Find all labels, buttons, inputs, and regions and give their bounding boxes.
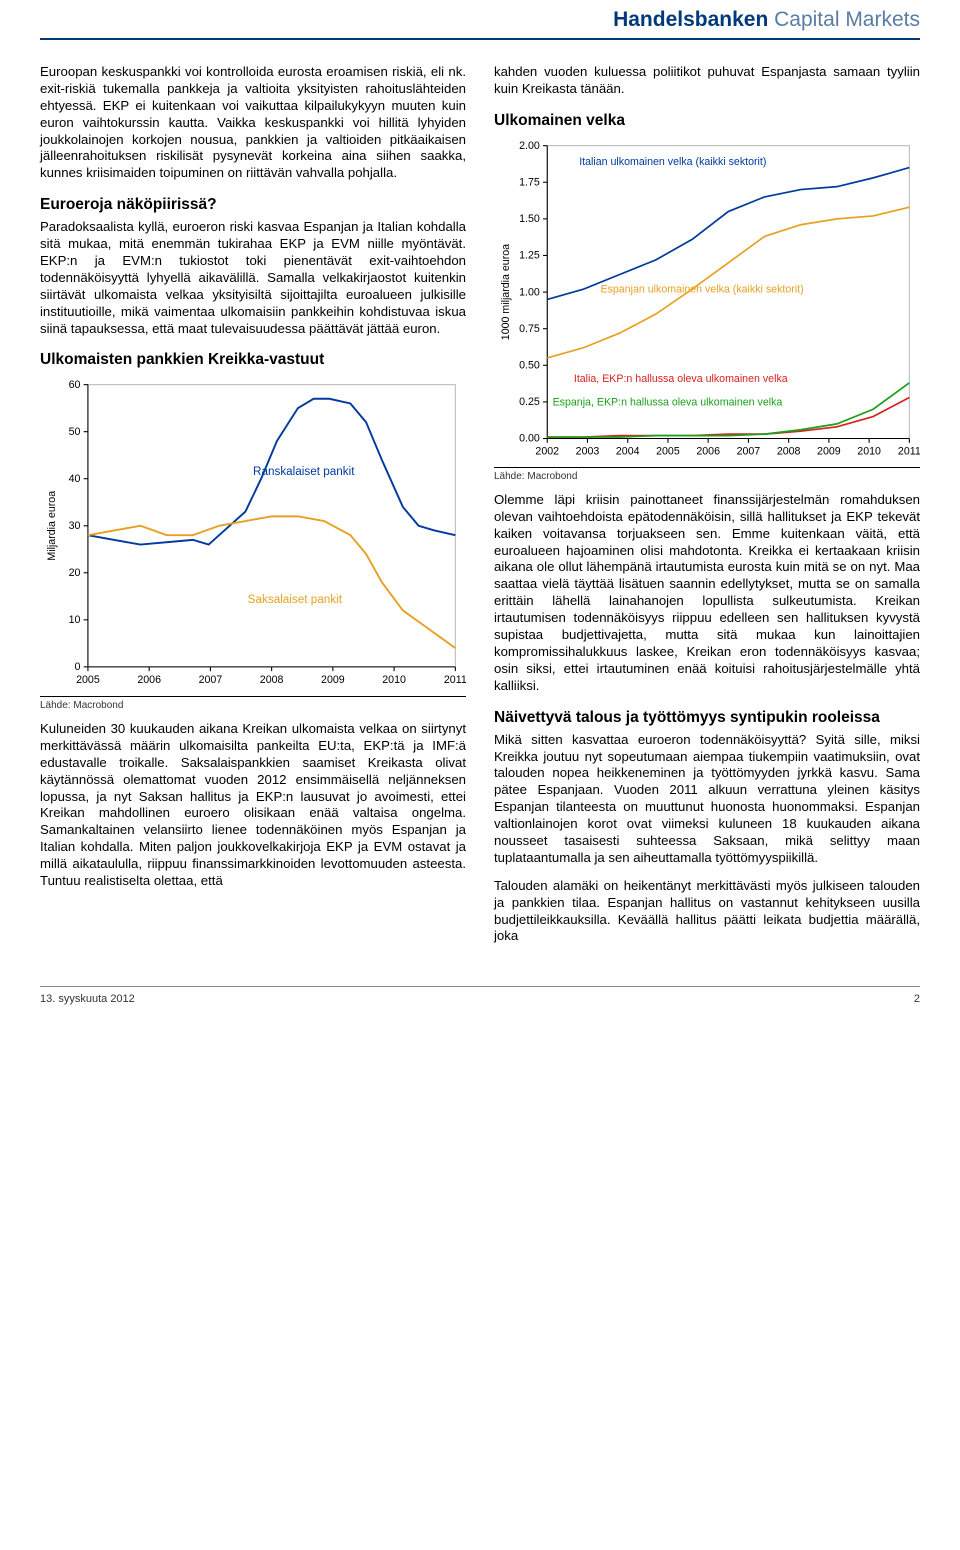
svg-text:2003: 2003	[576, 445, 600, 457]
svg-text:2010: 2010	[857, 445, 881, 457]
svg-text:10: 10	[69, 615, 81, 627]
page-footer: 13. syyskuuta 2012 2	[40, 986, 920, 1005]
svg-text:0.75: 0.75	[519, 323, 540, 335]
paragraph: Euroopan keskuspankki voi kontrolloida e…	[40, 64, 466, 182]
svg-text:2009: 2009	[817, 445, 841, 457]
svg-text:2011: 2011	[898, 445, 920, 457]
svg-text:Ranskalaiset pankit: Ranskalaiset pankit	[253, 466, 355, 479]
page-header: Handelsbanken Capital Markets	[40, 0, 920, 40]
svg-text:1000 miljardia euroa: 1000 miljardia euroa	[500, 244, 512, 340]
svg-text:Italia, EKP:n hallussa oleva u: Italia, EKP:n hallussa oleva ulkomainen …	[574, 373, 788, 385]
chart-title: Ulkomaisten pankkien Kreikka-vastuut	[40, 351, 466, 369]
svg-text:2008: 2008	[260, 674, 284, 686]
paragraph: Talouden alamäki on heikentänyt merkittä…	[494, 878, 920, 946]
svg-text:2009: 2009	[321, 674, 345, 686]
brand-light: Capital Markets	[768, 8, 920, 31]
svg-text:2005: 2005	[656, 445, 680, 457]
svg-text:30: 30	[69, 520, 81, 532]
svg-text:1.00: 1.00	[519, 286, 540, 298]
paragraph: Olemme läpi kriisin painottaneet finanss…	[494, 492, 920, 695]
chart-title: Ulkomainen velka	[494, 112, 920, 130]
svg-text:1.75: 1.75	[519, 176, 540, 188]
two-column-layout: Euroopan keskuspankki voi kontrolloida e…	[40, 64, 920, 956]
svg-text:40: 40	[69, 473, 81, 485]
chart-source: Lähde: Macrobond	[494, 467, 920, 482]
svg-text:2006: 2006	[696, 445, 720, 457]
svg-text:2011: 2011	[444, 674, 466, 686]
svg-text:2010: 2010	[382, 674, 406, 686]
svg-text:Espanjan ulkomainen velka (kai: Espanjan ulkomainen velka (kaikki sektor…	[601, 283, 804, 295]
svg-text:2007: 2007	[199, 674, 223, 686]
greece-exposure-chart: 0 10 20 30 40 50 60 2005 2006 2007 2008 2009 2010 201…	[40, 374, 466, 694]
svg-text:Italian ulkomainen velka (kaik: Italian ulkomainen velka (kaikki sektori…	[579, 156, 766, 168]
svg-text:0.25: 0.25	[519, 396, 540, 408]
section-heading: Euroeroja näköpiirissä?	[40, 196, 466, 214]
page: Handelsbanken Capital Markets Euroopan k…	[0, 0, 960, 1025]
svg-text:50: 50	[69, 426, 81, 438]
svg-text:2005: 2005	[76, 674, 100, 686]
svg-text:2002: 2002	[535, 445, 559, 457]
brand-logo: Handelsbanken Capital Markets	[613, 8, 920, 31]
svg-text:2007: 2007	[737, 445, 761, 457]
chart-source: Lähde: Macrobond	[40, 696, 466, 711]
svg-text:1.50: 1.50	[519, 213, 540, 225]
left-column: Euroopan keskuspankki voi kontrolloida e…	[40, 64, 466, 956]
footer-page-number: 2	[914, 993, 920, 1005]
svg-text:0.50: 0.50	[519, 359, 540, 371]
svg-text:Miljardia euroa: Miljardia euroa	[46, 491, 58, 561]
brand-bold: Handelsbanken	[613, 8, 768, 31]
svg-text:60: 60	[69, 379, 81, 391]
svg-text:2006: 2006	[137, 674, 161, 686]
paragraph: Mikä sitten kasvattaa euroeron todennäkö…	[494, 732, 920, 867]
svg-text:20: 20	[69, 567, 81, 579]
right-column: kahden vuoden kuluessa poliitikot puhuva…	[494, 64, 920, 956]
paragraph: Kuluneiden 30 kuukauden aikana Kreikan u…	[40, 721, 466, 890]
svg-text:0: 0	[75, 662, 81, 674]
section-heading: Näivettyvä talous ja työttömyys syntipuk…	[494, 709, 920, 727]
svg-text:1.25: 1.25	[519, 249, 540, 261]
paragraph: kahden vuoden kuluessa poliitikot puhuva…	[494, 64, 920, 98]
foreign-debt-chart: 0.00 0.25 0.50 0.75 1.00 1.25 1.50 1.75 2.00 2002…	[494, 135, 920, 465]
svg-text:Saksalaiset pankit: Saksalaiset pankit	[248, 593, 343, 606]
svg-text:2004: 2004	[616, 445, 640, 457]
paragraph: Paradoksaalista kyllä, euroeron riski ka…	[40, 219, 466, 337]
svg-text:Espanja, EKP:n hallussa oleva: Espanja, EKP:n hallussa oleva ulkomainen…	[553, 396, 783, 408]
svg-text:0.00: 0.00	[519, 432, 540, 444]
svg-text:2008: 2008	[777, 445, 801, 457]
footer-date: 13. syyskuuta 2012	[40, 993, 135, 1005]
svg-text:2.00: 2.00	[519, 140, 540, 152]
